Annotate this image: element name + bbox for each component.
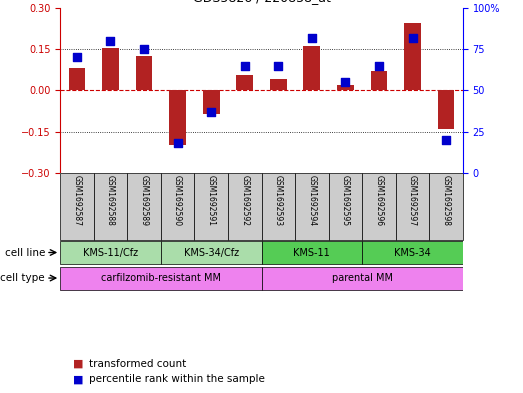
Text: transformed count: transformed count [89,358,186,369]
Bar [69,68,85,90]
Text: GSM1692595: GSM1692595 [341,175,350,226]
Bar [161,173,195,240]
Point [106,38,115,44]
Text: GSM1692591: GSM1692591 [207,175,215,226]
Point [73,54,81,61]
Text: GSM1692594: GSM1692594 [308,175,316,226]
Point [308,35,316,41]
Point [442,137,450,143]
Bar [295,173,328,240]
Text: GSM1692596: GSM1692596 [374,175,383,226]
Point [207,109,215,115]
Bar [236,75,253,90]
Text: GSM1692597: GSM1692597 [408,175,417,226]
Bar [262,173,295,240]
Bar [371,71,388,90]
Text: KMS-34/Cfz: KMS-34/Cfz [184,248,238,257]
Text: parental MM: parental MM [332,273,393,283]
Text: ■: ■ [73,374,84,384]
Text: GSM1692589: GSM1692589 [140,175,149,226]
Bar [60,266,262,290]
Text: KMS-11: KMS-11 [293,248,330,257]
Bar [362,241,463,264]
Text: cell type: cell type [1,273,45,283]
Text: ■: ■ [73,358,84,369]
Text: KMS-11/Cfz: KMS-11/Cfz [83,248,138,257]
Text: GSM1692587: GSM1692587 [72,175,82,226]
Bar [270,79,287,90]
Bar [438,90,454,129]
Bar [228,173,262,240]
Bar [404,23,421,90]
Text: cell line: cell line [5,248,45,257]
Text: carfilzomib-resistant MM: carfilzomib-resistant MM [101,273,221,283]
Bar [195,173,228,240]
Bar [303,46,320,90]
Bar [362,173,396,240]
Bar [127,173,161,240]
Text: GSM1692592: GSM1692592 [240,175,249,226]
Point [341,79,349,85]
Bar [429,173,463,240]
Bar [60,173,94,240]
Bar [102,48,119,90]
Text: GSM1692593: GSM1692593 [274,175,283,226]
Text: KMS-34: KMS-34 [394,248,431,257]
Point [140,46,148,52]
Text: GSM1692588: GSM1692588 [106,175,115,226]
Point [241,62,249,69]
Text: GSM1692590: GSM1692590 [173,175,182,226]
Bar [169,90,186,145]
Bar [262,266,463,290]
Text: percentile rank within the sample: percentile rank within the sample [89,374,265,384]
Bar [328,173,362,240]
Text: GDS5826 / 220838_at: GDS5826 / 220838_at [192,0,331,4]
Point [408,35,417,41]
Bar [161,241,262,264]
Bar [60,241,161,264]
Point [375,62,383,69]
Bar [262,241,362,264]
Bar [135,56,152,90]
Bar [396,173,429,240]
Bar [337,85,354,90]
Point [174,140,182,146]
Bar [94,173,127,240]
Point [274,62,282,69]
Text: GSM1692598: GSM1692598 [441,175,451,226]
Bar [203,90,220,114]
